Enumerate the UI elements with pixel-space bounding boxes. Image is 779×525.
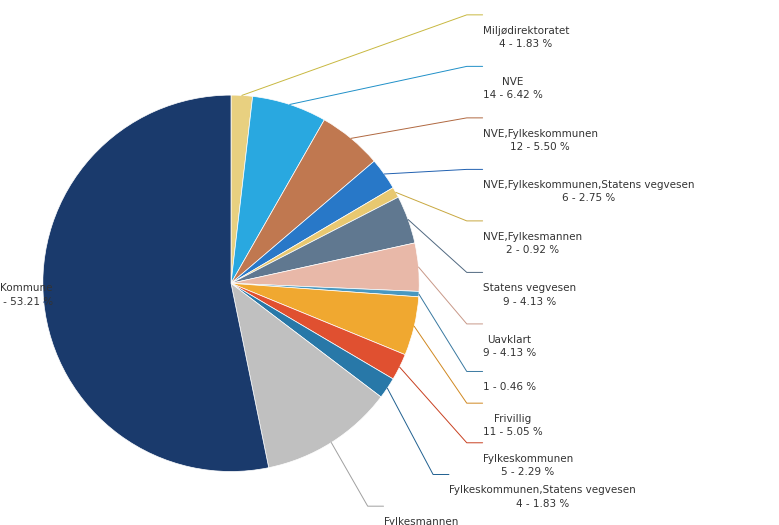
Text: NVE,Fylkesmannen
2 - 0.92 %: NVE,Fylkesmannen 2 - 0.92 % [483, 232, 582, 255]
Wedge shape [231, 284, 393, 397]
Wedge shape [43, 95, 269, 471]
Text: NVE,Fylkeskommunen,Statens vegvesen
6 - 2.75 %: NVE,Fylkeskommunen,Statens vegvesen 6 - … [483, 180, 694, 204]
Text: Fylkesmannen
25 - 11.47 %: Fylkesmannen 25 - 11.47 % [383, 517, 458, 525]
Wedge shape [231, 197, 415, 284]
Text: NVE
14 - 6.42 %: NVE 14 - 6.42 % [483, 77, 542, 100]
Wedge shape [231, 95, 252, 284]
Wedge shape [231, 284, 381, 468]
Wedge shape [231, 284, 419, 297]
Wedge shape [231, 97, 324, 284]
Text: Uavklart
9 - 4.13 %: Uavklart 9 - 4.13 % [483, 335, 536, 358]
Wedge shape [231, 243, 419, 291]
Wedge shape [231, 284, 405, 379]
Wedge shape [231, 187, 398, 284]
Text: NVE,Fylkeskommunen
12 - 5.50 %: NVE,Fylkeskommunen 12 - 5.50 % [483, 129, 597, 152]
Wedge shape [231, 161, 393, 284]
Text: Fylkeskommunen
5 - 2.29 %: Fylkeskommunen 5 - 2.29 % [483, 454, 573, 477]
Text: Miljødirektoratet
4 - 1.83 %: Miljødirektoratet 4 - 1.83 % [483, 26, 569, 49]
Wedge shape [231, 120, 374, 284]
Text: Kommune
116 - 53.21 %: Kommune 116 - 53.21 % [0, 284, 53, 307]
Text: Frivillig
11 - 5.05 %: Frivillig 11 - 5.05 % [483, 414, 542, 437]
Text: Fylkeskommunen,Statens vegvesen
4 - 1.83 %: Fylkeskommunen,Statens vegvesen 4 - 1.83… [449, 486, 636, 509]
Wedge shape [231, 284, 419, 355]
Text: Statens vegvesen
9 - 4.13 %: Statens vegvesen 9 - 4.13 % [483, 284, 576, 307]
Text: 1 - 0.46 %: 1 - 0.46 % [483, 382, 536, 392]
